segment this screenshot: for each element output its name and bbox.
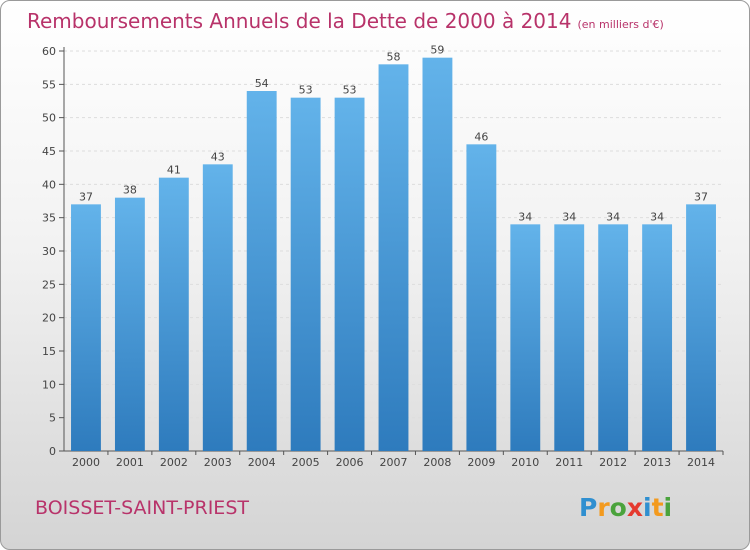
x-tick-label-2002: 2002 [160,456,188,469]
data-label-2002: 41 [167,164,181,177]
logo-letter: o [609,493,627,522]
chart-title: Remboursements Annuels de la Dette de 20… [27,9,664,33]
x-tick-label-2013: 2013 [643,456,671,469]
data-label-2006: 53 [343,84,357,97]
chart-title-text: Remboursements Annuels de la Dette de 20… [27,9,572,33]
proxiti-logo[interactable]: Proxiti [579,493,672,522]
y-tick-label: 35 [42,212,56,225]
data-label-2001: 38 [123,184,137,197]
y-tick-label: 20 [42,312,56,325]
data-label-2000: 37 [79,190,93,203]
x-tick-label-2000: 2000 [72,456,100,469]
data-label-2012: 34 [606,210,620,223]
logo-letter: P [579,493,598,522]
bar-2007 [378,64,409,452]
x-tick-label-2007: 2007 [380,456,408,469]
logo-letter: r [597,493,610,522]
y-tick-label: 5 [49,412,56,425]
bar-2012 [598,224,629,451]
x-tick-label-2011: 2011 [555,456,583,469]
labels: 0 5 10 15 20 25 30 35 40 45 50 55 60 37 2000 38 2001 41 20… [42,44,715,469]
x-tick-label-2012: 2012 [599,456,627,469]
data-label-2008: 59 [430,44,444,57]
data-label-2004: 54 [255,77,269,90]
data-label-2003: 43 [211,150,225,163]
x-tick-label-2004: 2004 [248,456,276,469]
bar-2011 [554,224,585,451]
bar-2004 [246,91,277,451]
data-label-2014: 37 [694,190,708,203]
bar-2013 [642,224,673,451]
town-name: BOISSET-SAINT-PRIEST [35,497,249,519]
y-tick-label: 50 [42,112,56,125]
x-tick-label-2010: 2010 [511,456,539,469]
bar-2005 [290,97,321,452]
bar-2009 [466,144,497,452]
bar-2010 [510,224,541,451]
bar-2008 [422,57,453,452]
unit-label: (en milliers d'€) [577,18,664,31]
y-tick-label: 0 [49,445,56,458]
x-tick-label-2009: 2009 [467,456,495,469]
x-tick-label-2014: 2014 [687,456,715,469]
data-label-2011: 34 [562,210,576,223]
y-tick-label: 25 [42,278,56,291]
bars [71,57,716,452]
bar-2014 [686,204,716,451]
y-tick-label: 15 [42,345,56,358]
logo-letter: t [651,493,664,522]
y-tick-label: 60 [42,45,56,58]
x-tick-label-2001: 2001 [116,456,144,469]
y-tick-label: 10 [42,378,56,391]
bar-2000 [71,204,101,451]
logo-letter: i [643,493,652,522]
bar-2002 [158,177,189,451]
x-tick-label-2008: 2008 [423,456,451,469]
bar-2006 [334,97,365,452]
logo-letter: x [626,493,643,522]
y-tick-label: 45 [42,145,56,158]
y-tick-label: 30 [42,245,56,258]
logo-letter: i [663,493,673,522]
bar-2001 [114,197,145,451]
y-tick-label: 40 [42,178,56,191]
data-label-2013: 34 [650,210,664,223]
y-tick-label: 55 [42,78,56,91]
data-label-2010: 34 [518,210,532,223]
bar-2003 [202,164,233,452]
x-tick-label-2005: 2005 [292,456,320,469]
data-label-2007: 58 [387,50,401,63]
data-label-2005: 53 [299,84,313,97]
data-label-2009: 46 [474,130,488,143]
x-tick-label-2006: 2006 [336,456,364,469]
x-tick-label-2003: 2003 [204,456,232,469]
